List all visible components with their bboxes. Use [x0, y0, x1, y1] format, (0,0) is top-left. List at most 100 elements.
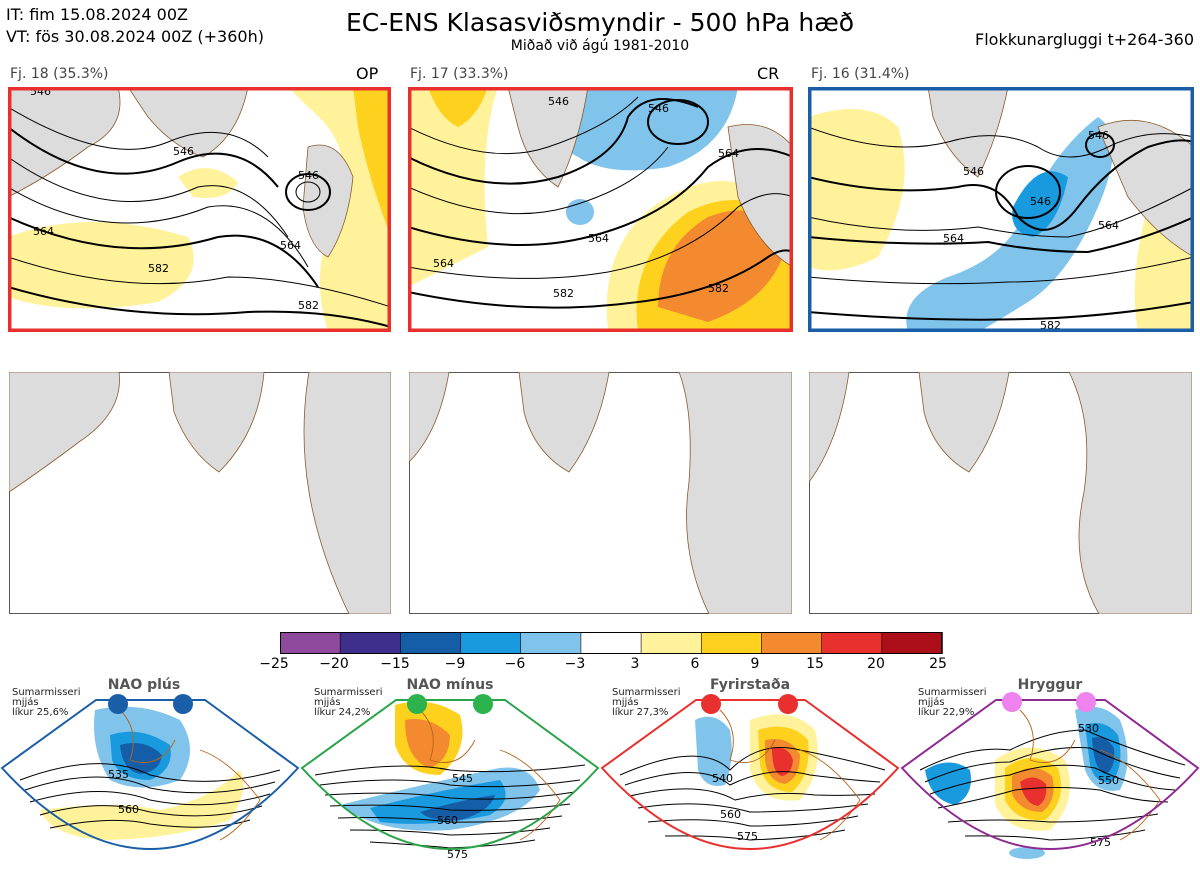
colorbar-tick-3: −15 — [380, 656, 410, 672]
colorbar-cell-11 — [881, 632, 943, 654]
regime-3-title: Fyrirstaða — [709, 677, 791, 693]
cluster-2-contour-label-4: 564 — [718, 147, 739, 160]
cluster-3-land-east — [1097, 119, 1194, 258]
colorbar-tick-1: −25 — [259, 656, 289, 672]
colorbar-cell-10 — [821, 632, 883, 654]
secondary-map-3 — [809, 372, 1192, 614]
page-subtitle: Miðað við ágú 1981-2010 — [510, 38, 690, 54]
cluster-1-contour-label-3: 564 — [33, 225, 54, 238]
regime-3-dot-1 — [701, 694, 721, 714]
colorbar-cell-3 — [400, 632, 462, 654]
cluster-1-contour-label-6: 564 — [280, 239, 301, 252]
colorbar-tick-5: −6 — [504, 656, 526, 672]
cluster-2-anomaly-west-strong — [428, 87, 488, 127]
colorbar-tick-2: −20 — [319, 656, 349, 672]
cluster-2-contour-label-1: 564 — [433, 257, 454, 270]
regime-4-frame — [900, 699, 1200, 850]
cluster-1-land-west — [8, 87, 121, 198]
svg-text:575: 575 — [1090, 836, 1111, 849]
cluster-1-contour-label-5: 582 — [298, 299, 319, 312]
cluster-2-land-greenland — [507, 87, 589, 188]
colorbar-cell-5 — [520, 632, 582, 654]
regime-4-dot-1 — [1002, 692, 1022, 712]
colorbar-tick-10: 15 — [806, 656, 824, 672]
cluster-3-map: 546 546 564 564 546 582 — [808, 87, 1194, 332]
cluster-3-frame — [808, 87, 1194, 332]
cluster-2-anomaly-north — [538, 87, 738, 171]
cluster-1-label: Fj. 18 (35.3%) — [10, 66, 109, 82]
cluster-2-contour-label-7: 546 — [548, 95, 569, 108]
colorbar-cell-8 — [700, 632, 763, 654]
colorbar-tick-11: 20 — [867, 656, 885, 672]
cluster-2-frame — [408, 87, 793, 332]
cluster-2-label: Fj. 17 (33.3%) — [410, 66, 509, 82]
cluster-2-contour-label-2: 546 — [648, 102, 669, 115]
regime-3-note: Sumarmisseri mjjás líkur 27,3% — [612, 687, 681, 718]
regime-2-dot-2 — [473, 694, 493, 714]
regime-2-dot-1 — [407, 694, 427, 714]
svg-text:545: 545 — [452, 772, 473, 785]
cluster-1-frame — [8, 87, 391, 332]
svg-text:530: 530 — [1078, 722, 1099, 735]
cluster-1-contour-label-4: 582 — [148, 262, 169, 275]
cluster-3-contour-label-1: 546 — [963, 165, 984, 178]
cluster-3-contour-label-2: 546 — [1088, 129, 1109, 142]
secondary-map-2 — [409, 372, 792, 614]
cluster-3-contour-label-5: 546 — [1030, 195, 1051, 208]
svg-text:540: 540 — [712, 772, 733, 785]
regime-1-frame — [0, 699, 300, 850]
init-time: IT: fim 15.08.2024 00Z — [6, 5, 188, 24]
colorbar-cell-6 — [580, 632, 642, 654]
regime-2-note: Sumarmisseri mjjás líkur 24,2% — [314, 687, 383, 718]
regime-2-map: 545 560 575 — [300, 694, 600, 861]
cluster-1-anomaly-west — [8, 222, 194, 309]
cluster-3-contour-label-3: 564 — [943, 232, 964, 245]
svg-text:560: 560 — [437, 814, 458, 827]
svg-text:575: 575 — [447, 848, 468, 861]
regime-1-note: Sumarmisseri mjjás líkur 25,6% — [12, 687, 81, 718]
cluster-1-contour-label-2: 546 — [298, 169, 319, 182]
colorbar-cell-9 — [761, 632, 823, 654]
cluster-1-anomaly-strong — [353, 87, 391, 237]
colorbar — [280, 632, 943, 654]
regime-3-frame — [600, 699, 900, 850]
regime-1-title: NAO plús — [107, 677, 181, 693]
cluster-2-contour-label-6: 582 — [708, 282, 729, 295]
regime-4-map: 530 550 575 — [900, 692, 1200, 859]
regime-2-frame — [300, 699, 600, 850]
colorbar-tick-6: −3 — [564, 656, 586, 672]
cluster-1-contour-label-7: 546 — [30, 87, 51, 98]
colorbar-cell-4 — [460, 632, 522, 654]
colorbar-ticks: −25 −20 −15 −9 −6 −3 3 6 9 15 20 25 — [0, 656, 1200, 676]
header-times: IT: fim 15.08.2024 00Z VT: fös 30.08.202… — [6, 4, 264, 48]
cluster-3-contour-label-4: 564 — [1098, 219, 1119, 232]
colorbar-tick-9: 9 — [750, 656, 760, 672]
classification-window: Flokkunargluggi t+264-360 — [975, 30, 1194, 49]
valid-time: VT: fös 30.08.2024 00Z (+360h) — [6, 27, 264, 46]
regime-1-dot-1 — [108, 694, 128, 714]
cluster-2-contour-label-3: 564 — [588, 232, 609, 245]
svg-text:535: 535 — [108, 768, 129, 781]
svg-text:575: 575 — [737, 830, 758, 843]
cluster-2-anomaly-south-15 — [658, 210, 788, 322]
cluster-1-tag: OP — [356, 64, 379, 83]
cluster-2-map: 564 546 564 564 582 582 546 — [408, 87, 793, 332]
svg-text:560: 560 — [720, 808, 741, 821]
cluster-1-contour-label-1: 546 — [173, 145, 194, 158]
svg-text:560: 560 — [118, 803, 139, 816]
cluster-2-contour-label-5: 582 — [553, 287, 574, 300]
regime-4-dot-2 — [1076, 692, 1096, 712]
svg-text:550: 550 — [1098, 774, 1119, 787]
cluster-1-anomaly-mid — [178, 168, 238, 198]
regime-2-title: NAO mínus — [406, 677, 494, 693]
regime-3-dot-2 — [778, 694, 798, 714]
cluster-3-anomaly-negative — [906, 117, 1113, 332]
cluster-1-land-greenland — [127, 87, 249, 158]
cluster-3-land-greenland — [927, 87, 1009, 178]
regime-4-note: Sumarmisseri mjjás líkur 22,9% — [918, 687, 987, 718]
colorbar-cell-1 — [280, 632, 341, 654]
colorbar-tick-4: −9 — [444, 656, 466, 672]
page-title: EC-ENS Klasasviðsmyndir - 500 hPa hæð — [345, 8, 855, 37]
colorbar-tick-8: 6 — [690, 656, 700, 672]
cluster-3-anomaly-west — [808, 109, 905, 271]
